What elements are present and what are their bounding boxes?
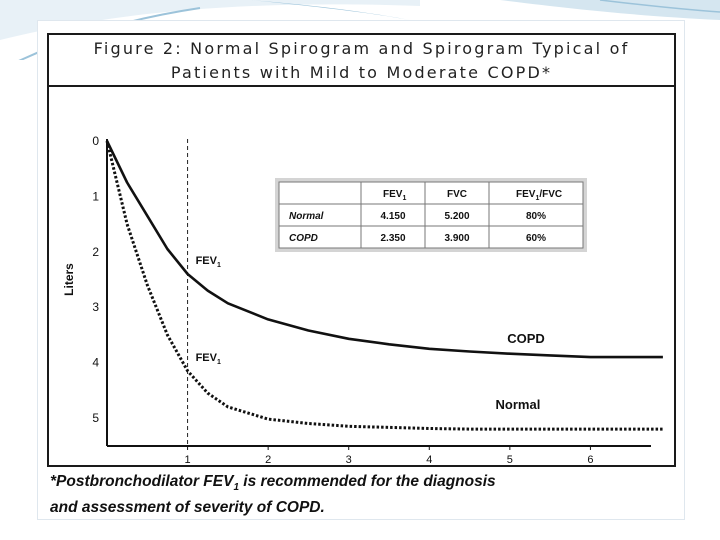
- y-tick-label: 3: [92, 300, 99, 314]
- y-tick-label: 5: [92, 411, 99, 425]
- figure-box: Figure 2: Normal Spirogram and Spirogram…: [47, 33, 676, 467]
- spirogram-chart: 012345123456SecondsLitersFEV1FEV1FVCFVCC…: [62, 134, 663, 465]
- figure-title-line1: Figure 2: Normal Spirogram and Spirogram…: [93, 39, 630, 58]
- x-tick-label: 2: [265, 454, 271, 465]
- x-tick-label: 1: [185, 454, 191, 465]
- series-label-normal: Normal: [496, 397, 541, 412]
- data-table-row-label: COPD: [289, 233, 318, 244]
- fev1-label-normal: FEV1: [196, 352, 221, 366]
- series-label-copd: COPD: [507, 331, 545, 346]
- series-normal-line: [105, 140, 663, 431]
- figure-title: Figure 2: Normal Spirogram and Spirogram…: [49, 37, 674, 87]
- footnote-line1-sub: 1: [233, 482, 239, 494]
- x-tick-label: 4: [426, 454, 432, 465]
- data-table-header: FEV1/FVC: [516, 189, 562, 202]
- y-tick-label: 1: [92, 189, 99, 203]
- data-table-cell: 4.150: [380, 211, 405, 222]
- x-tick-label: 3: [346, 454, 352, 465]
- fev1-label-copd: FEV1: [196, 255, 221, 269]
- series-copd-line: [105, 140, 663, 359]
- data-table-header: FVC: [447, 189, 467, 200]
- footnote-line1-pre: *Postbronchodilator FEV: [50, 473, 234, 490]
- data-table-row-label: Normal: [289, 211, 324, 222]
- y-tick-label: 0: [92, 134, 99, 148]
- data-table-cell: 3.900: [444, 233, 469, 244]
- title-divider: [49, 85, 674, 87]
- data-table-cell: 80%: [526, 211, 546, 222]
- data-table-cell: 2.350: [380, 233, 405, 244]
- figure-title-line2: Patients with Mild to Moderate COPD*: [170, 63, 553, 82]
- data-table: [278, 181, 584, 249]
- data-table-cell: 60%: [526, 233, 546, 244]
- y-tick-label: 4: [92, 356, 99, 370]
- footnote-line2: and assessment of severity of COPD.: [50, 499, 325, 517]
- y-tick-label: 2: [92, 245, 99, 259]
- data-table-header: FEV1: [383, 189, 406, 202]
- footnote-line1-post: is recommended for the diagnosis: [239, 473, 496, 490]
- x-tick-label: 6: [587, 454, 593, 465]
- y-axis-title: Liters: [62, 263, 76, 296]
- data-table-cell: 5.200: [444, 211, 469, 222]
- footnote: *Postbronchodilator FEV1 is recommended …: [50, 472, 670, 518]
- x-tick-label: 5: [507, 454, 513, 465]
